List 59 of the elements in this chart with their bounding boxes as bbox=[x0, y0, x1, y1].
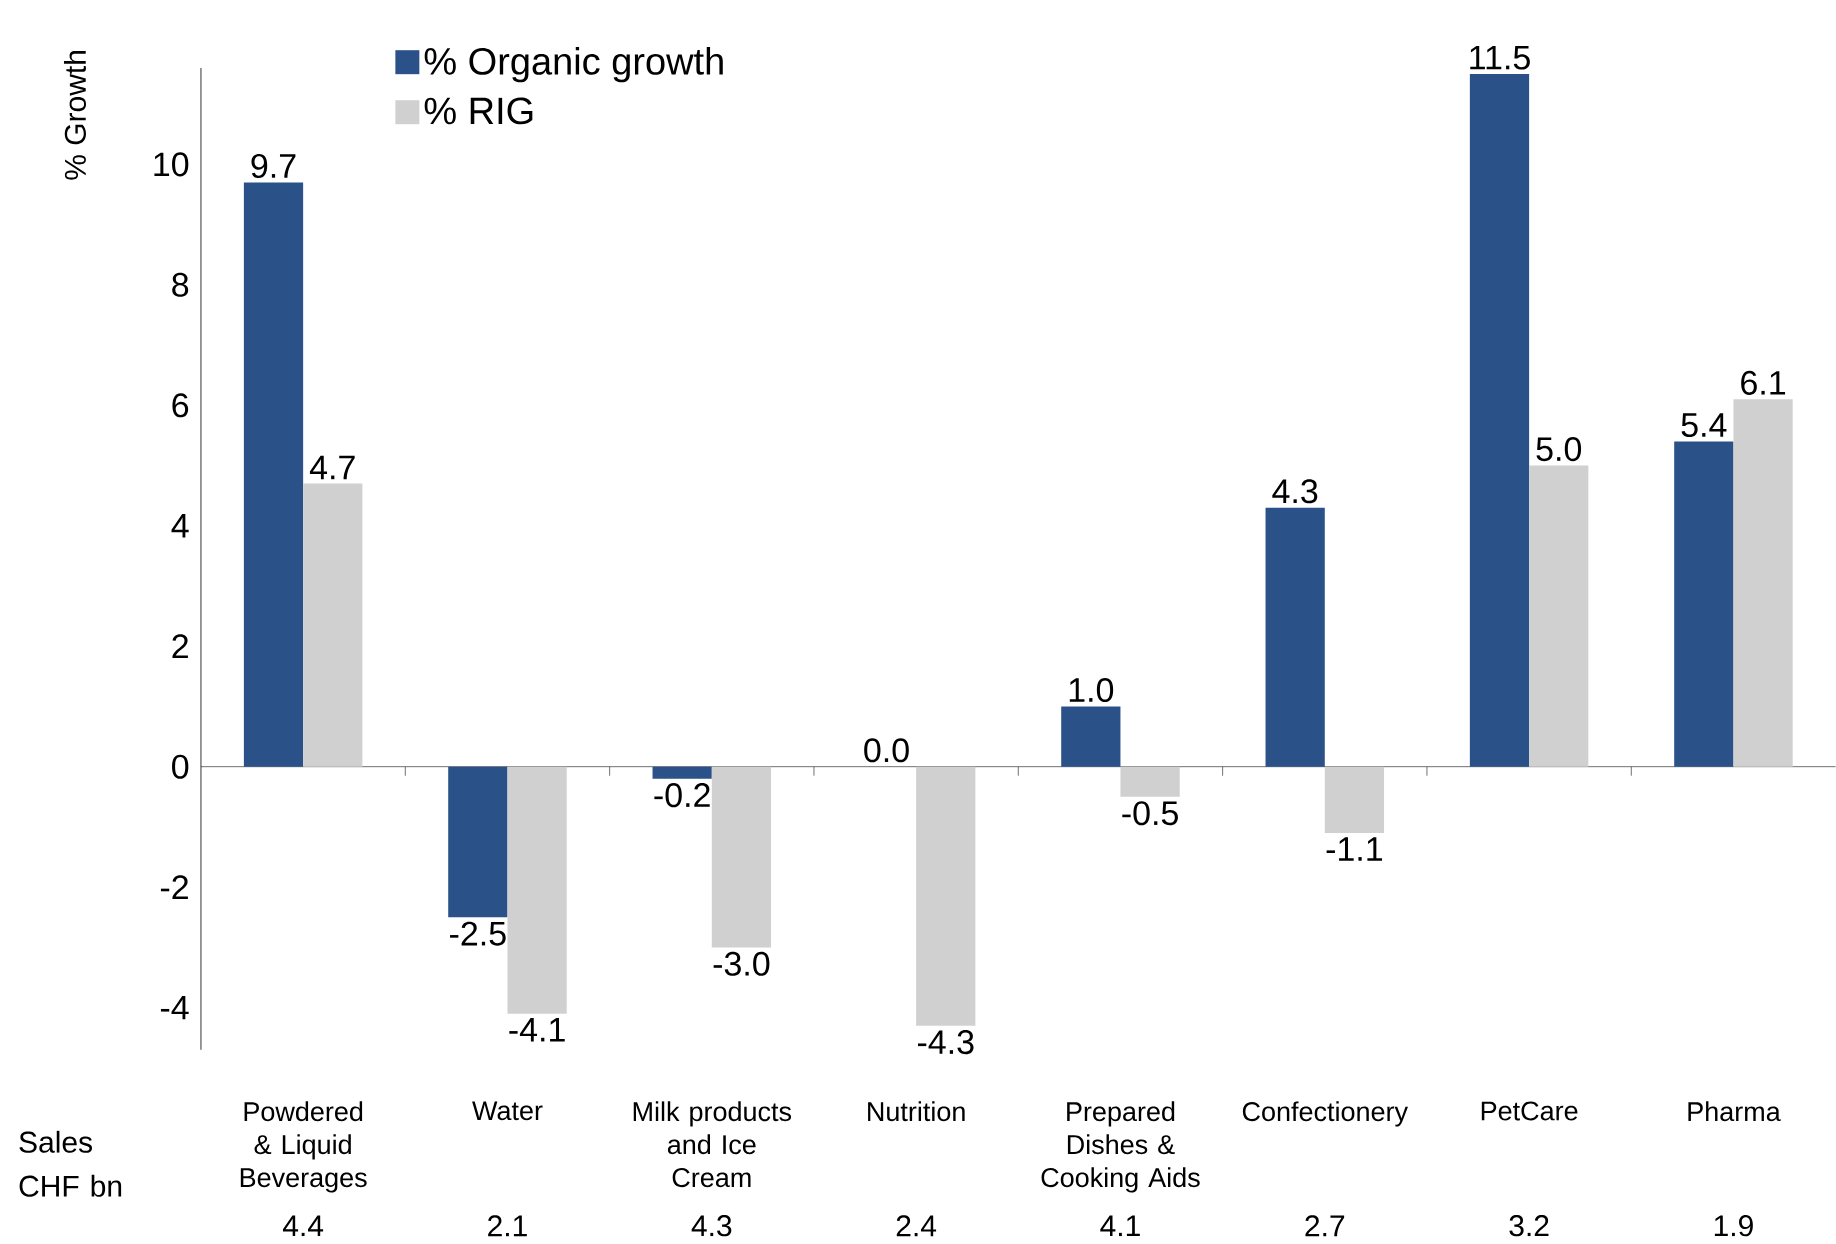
text: 2.7 bbox=[1305, 1215, 1345, 1237]
y-tick-label: -4 bbox=[160, 996, 189, 1020]
y-tick-label: 2 bbox=[172, 634, 188, 659]
text: 4.3 bbox=[691, 1215, 732, 1237]
text: 4.4 bbox=[282, 1215, 324, 1237]
x-tick-label: Powdered & Liquid Beverages bbox=[240, 1101, 367, 1193]
bar bbox=[1265, 507, 1325, 767]
bar bbox=[711, 766, 772, 948]
bar bbox=[303, 483, 363, 767]
y-tick-label: 0 bbox=[172, 754, 189, 779]
text: 2.4 bbox=[896, 1215, 937, 1237]
bar bbox=[1674, 441, 1734, 767]
x-tick-label: Milk products and Ice Cream bbox=[633, 1101, 792, 1188]
x-tick-label: Water bbox=[472, 1101, 543, 1121]
text: 1.9 bbox=[1714, 1215, 1753, 1237]
data-label: 4.7 bbox=[309, 455, 355, 480]
data-label: 5.0 bbox=[1536, 437, 1582, 462]
bar bbox=[916, 766, 976, 1026]
bar bbox=[1324, 766, 1385, 834]
bar bbox=[1529, 465, 1589, 767]
bar bbox=[507, 766, 567, 1014]
x-tick-label: Confectionery bbox=[1242, 1101, 1408, 1127]
bar bbox=[1120, 766, 1180, 797]
data-label: 11.5 bbox=[1470, 46, 1530, 70]
data-label: -0.2 bbox=[654, 783, 710, 808]
data-label: -0.5 bbox=[1122, 801, 1178, 826]
data-label: 6.1 bbox=[1741, 370, 1786, 395]
bar bbox=[1469, 74, 1530, 767]
data-label: -4.1 bbox=[509, 1018, 565, 1042]
data-label: 5.4 bbox=[1681, 413, 1727, 438]
data-label: 9.7 bbox=[251, 154, 296, 179]
y-tick-label: 10 bbox=[154, 152, 189, 177]
x-tick-label: Pharma bbox=[1688, 1101, 1781, 1122]
data-label: 1.0 bbox=[1069, 678, 1114, 703]
bar bbox=[448, 766, 508, 918]
data-label: 4.3 bbox=[1272, 479, 1318, 504]
legend-label: % RIG bbox=[424, 97, 533, 125]
data-label: -3.0 bbox=[713, 951, 770, 976]
data-label: -4.3 bbox=[917, 1030, 974, 1055]
y-tick-label: -2 bbox=[160, 875, 188, 900]
y-tick-label: 6 bbox=[172, 393, 189, 418]
text: 4.1 bbox=[1100, 1215, 1140, 1237]
text: 2.1 bbox=[488, 1215, 527, 1237]
y-axis-title: % Growth bbox=[63, 51, 86, 180]
data-label: 0.0 bbox=[864, 738, 909, 763]
y-tick-label: 8 bbox=[172, 272, 189, 297]
text: Sales CHF bn bbox=[19, 1130, 122, 1197]
data-label: -2.5 bbox=[450, 921, 506, 946]
bar bbox=[1733, 399, 1793, 767]
legend-label: % Organic growth bbox=[424, 47, 723, 83]
x-tick-label: Prepared Dishes & Cooking Aids bbox=[1041, 1101, 1200, 1193]
bar bbox=[1061, 706, 1121, 767]
data-label: -1.1 bbox=[1326, 837, 1383, 861]
x-tick-label: Nutrition bbox=[868, 1101, 965, 1122]
y-tick-label: 4 bbox=[171, 514, 189, 538]
x-tick-label: PetCare bbox=[1481, 1101, 1578, 1121]
bar bbox=[243, 182, 304, 767]
bar bbox=[652, 766, 712, 779]
text: 3.2 bbox=[1509, 1215, 1549, 1237]
